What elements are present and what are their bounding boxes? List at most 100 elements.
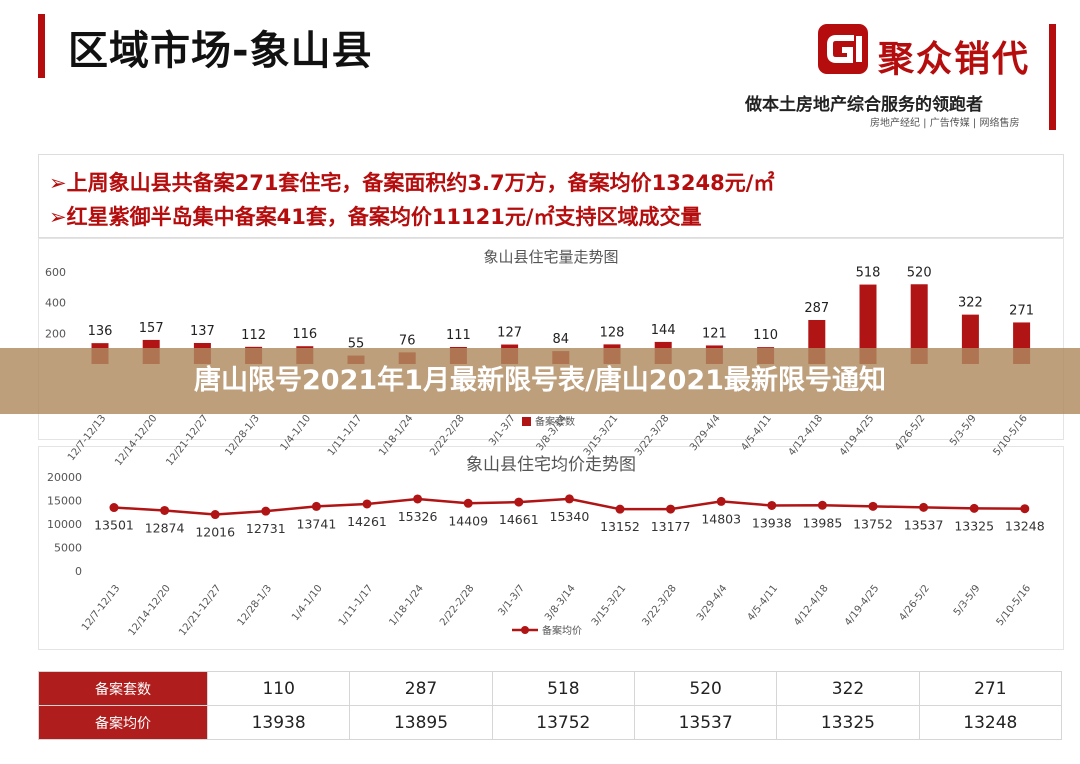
data-label: 157 [139,321,164,336]
summary-box: ➢上周象山县共备案271套住宅，备案面积约3.7万方，备案均价13248元/㎡ … [38,154,1064,238]
data-label: 55 [348,337,365,352]
x-tick-label: 1/18-1/24 [377,413,416,458]
line-point [160,505,170,515]
data-label: 271 [1009,303,1034,318]
data-label: 84 [553,332,570,347]
x-tick-label: 4/12-4/18 [792,583,831,628]
x-tick-label: 12/7-12/13 [66,413,108,463]
data-label: 116 [292,327,317,342]
x-tick-label: 5/10-5/16 [995,583,1034,628]
x-tick-label: 4/12-4/18 [787,413,826,458]
brand-accent-bar [1049,24,1056,130]
bar [859,284,877,364]
data-label: 12016 [195,525,235,540]
data-label: 13501 [94,518,134,533]
page-title: 区域市场-象山县 [68,28,373,74]
x-tick-label: 5/3-5/9 [948,413,979,448]
row-header: 备案均价 [38,705,208,740]
y-tick-label: 0 [75,565,82,578]
y-tick-label: 400 [45,297,66,310]
line-point [666,504,676,514]
table-row: 备案套数 110 287 518 520 322 271 [38,671,1063,706]
y-tick-label: 15000 [47,495,82,508]
legend-label: 备案均价 [542,624,582,637]
x-tick-label: 1/4-1/10 [290,583,325,623]
table-cell: 13248 [918,705,1063,740]
x-tick-label: 12/28-1/3 [223,413,262,458]
table-cell: 13938 [206,705,351,740]
x-tick-label: 12/21-12/27 [177,583,223,638]
y-tick-label: 10000 [47,518,82,531]
data-label: 144 [651,323,676,338]
brand-slogan: 做本土房地产综合服务的领跑者 [745,95,983,115]
x-tick-label: 12/14-12/20 [113,413,159,468]
price-chart-frame [38,446,1064,650]
line-point [817,500,827,510]
line-point [514,497,524,507]
brand-services: 房地产经纪 | 广告传媒 | 网络售房 [870,118,1020,129]
x-tick-label: 1/4-1/10 [279,413,314,453]
line-point [210,510,220,520]
table-row: 备案均价 13938 13895 13752 13537 13325 13248 [38,705,1063,740]
bar [910,284,928,364]
table-cell: 110 [206,671,351,706]
data-label: 14803 [701,511,741,526]
x-tick-label: 12/28-1/3 [236,583,275,628]
data-label: 13985 [803,515,843,530]
data-label: 13537 [904,517,944,532]
row-header: 备案套数 [38,671,208,706]
data-label: 15326 [398,509,438,524]
summary-bullet: ➢上周象山县共备案271套住宅，备案面积约3.7万方，备案均价13248元/㎡ [49,171,775,195]
data-label: 13938 [752,515,792,530]
data-label: 111 [446,328,471,343]
data-label: 14261 [347,514,387,529]
x-tick-label: 3/1-3/7 [496,583,527,618]
y-tick-label: 5000 [54,542,82,555]
table-cell: 520 [633,671,778,706]
line-point [564,494,574,504]
line-point [615,504,625,514]
line-point [969,503,979,513]
line-point [767,500,777,510]
data-label: 13741 [297,516,337,531]
table-cell: 13325 [776,705,920,740]
data-label: 12731 [246,521,286,536]
x-tick-label: 4/5-4/11 [739,413,774,453]
data-label: 518 [856,266,881,281]
y-tick-label: 200 [45,327,66,340]
x-tick-label: 2/22-2/28 [428,413,467,458]
line-point [362,499,372,509]
data-label: 14409 [448,513,488,528]
data-label: 128 [600,325,625,340]
line-point [463,498,473,508]
brand-name: 聚众销代 [878,39,1031,80]
data-label: 127 [497,326,522,341]
data-label: 13248 [1005,519,1045,534]
y-tick-label: 20000 [47,471,82,484]
data-label: 13325 [954,518,994,533]
x-tick-label: 1/11-1/17 [337,583,376,628]
data-label: 110 [753,328,778,343]
data-label: 137 [190,324,215,339]
line-point [311,501,321,511]
x-tick-label: 4/5-4/11 [746,583,781,623]
x-tick-label: 12/21-12/27 [164,413,210,468]
line-point [261,506,271,516]
data-label: 520 [907,265,932,280]
chart-title: 象山县住宅均价走势图 [466,455,636,475]
x-tick-label: 4/19-4/25 [838,413,877,458]
x-tick-label: 3/22-3/28 [640,583,679,628]
x-tick-label: 3/1-3/7 [487,413,518,448]
data-label: 13152 [600,519,640,534]
data-label: 14661 [499,512,539,527]
x-tick-label: 3/29-4/4 [695,583,730,623]
line-point [1020,504,1030,514]
data-label: 322 [958,296,983,311]
line-point [109,503,119,513]
x-tick-label: 4/26-5/2 [893,413,928,453]
x-tick-label: 3/15-3/21 [582,413,621,458]
x-tick-label: 4/19-4/25 [843,583,882,628]
x-tick-label: 12/14-12/20 [127,583,173,638]
line-point [413,494,423,504]
